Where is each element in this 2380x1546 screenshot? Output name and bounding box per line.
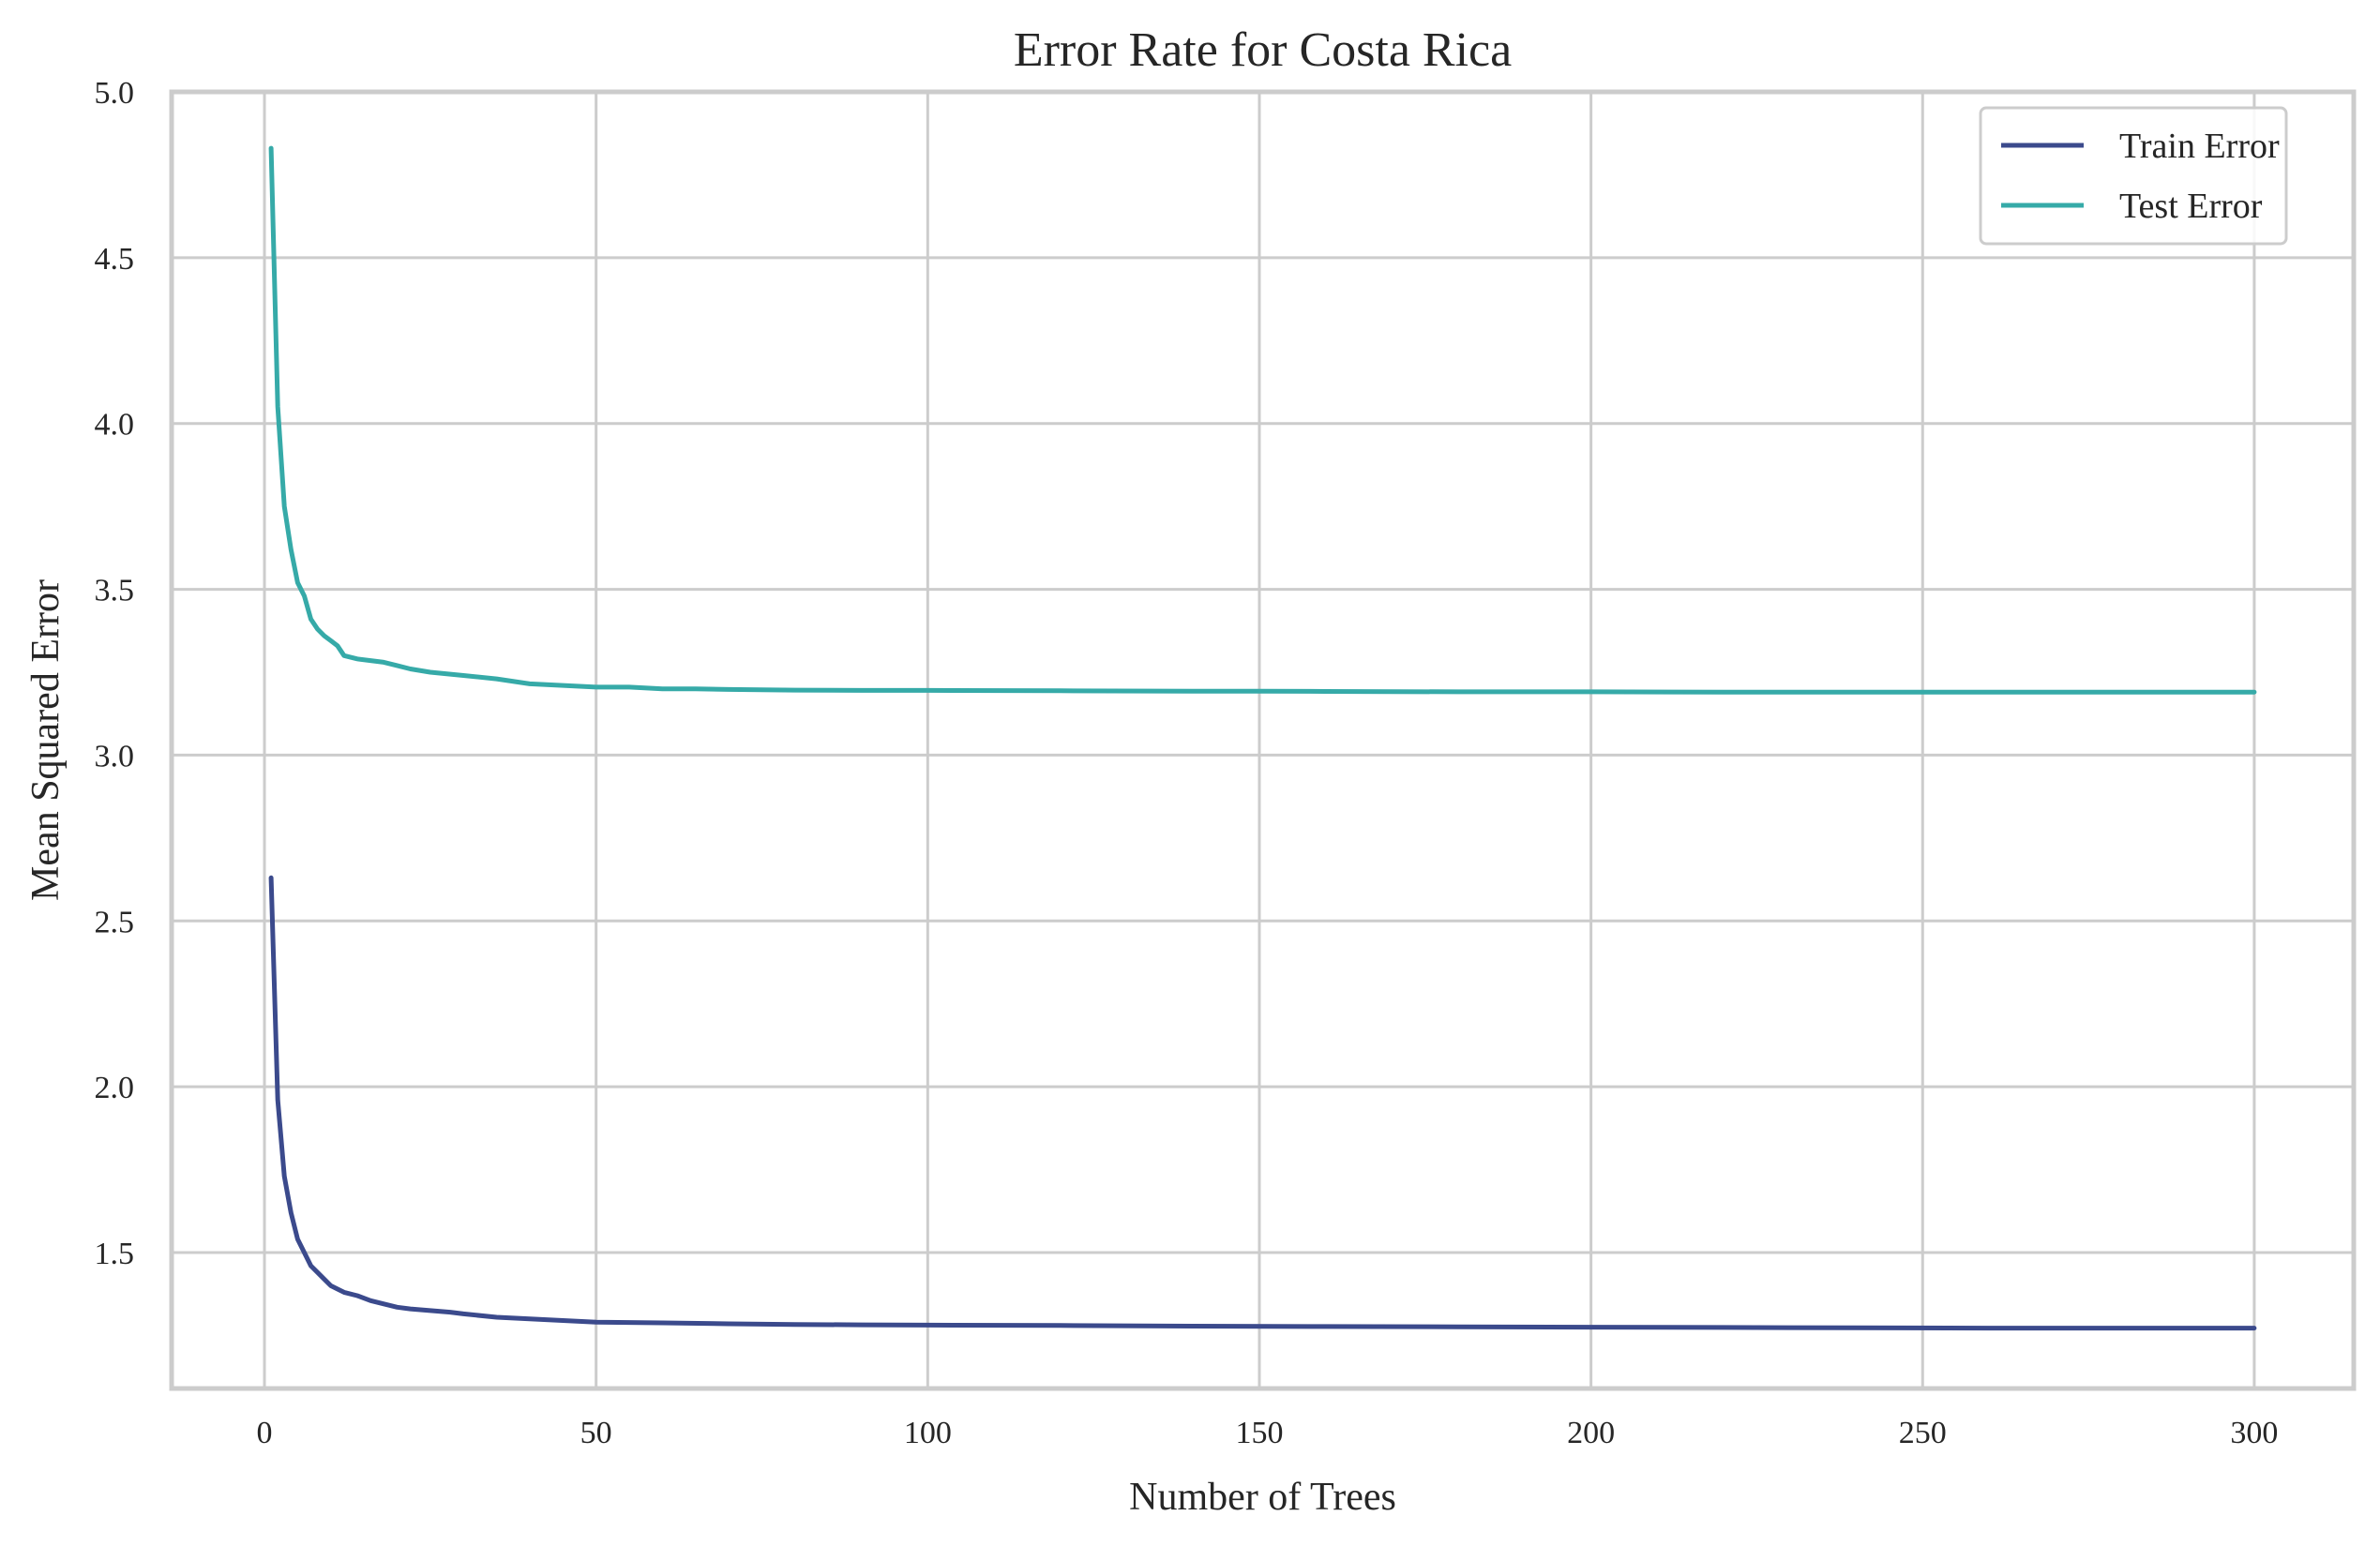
x-tick-labels: 0 50 100 150 200 250 300 [257, 1416, 2279, 1450]
y-tick-label: 5.0 [95, 76, 135, 111]
y-axis-title: Mean Squared Error [24, 579, 68, 901]
y-tick-labels: 1.5 2.0 2.5 3.0 3.5 4.0 4.5 5.0 [95, 76, 135, 1271]
y-tick-label: 2.5 [95, 905, 135, 939]
y-tick-label: 4.0 [95, 408, 135, 443]
x-tick-label: 200 [1567, 1416, 1615, 1450]
series-line-test [268, 145, 2257, 695]
plot-frame [169, 89, 2357, 1391]
grid [172, 90, 2354, 1388]
x-tick-label: 50 [580, 1416, 612, 1450]
x-tick-label: 0 [257, 1416, 273, 1450]
legend: Train Error Test Error [1979, 106, 2288, 246]
chart-title: Error Rate for Costa Rica [1014, 23, 1512, 77]
y-tick-label: 2.0 [95, 1071, 135, 1105]
y-tick-label: 3.0 [95, 739, 135, 773]
x-tick-label: 300 [2230, 1416, 2278, 1450]
legend-label: Test Error [2119, 187, 2263, 226]
series-line-train [268, 875, 2257, 1331]
legend-label: Train Error [2119, 127, 2280, 166]
y-tick-label: 3.5 [95, 574, 135, 608]
x-tick-label: 150 [1235, 1416, 1283, 1450]
series-layer [268, 145, 2257, 1331]
legend-box [1979, 106, 2288, 246]
y-tick-label: 4.5 [95, 242, 135, 277]
y-tick-label: 1.5 [95, 1237, 135, 1271]
x-tick-label: 100 [904, 1416, 952, 1450]
x-axis-title: Number of Trees [1129, 1476, 1396, 1519]
x-tick-label: 250 [1899, 1416, 1947, 1450]
